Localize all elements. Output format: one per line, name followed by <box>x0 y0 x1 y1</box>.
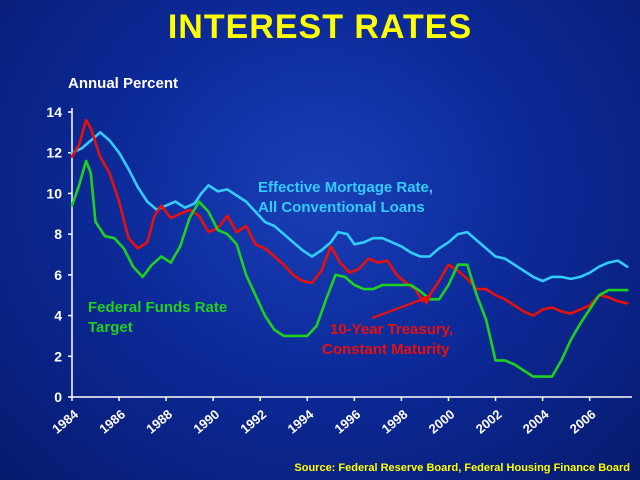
annotation-mortgage: All Conventional Loans <box>258 199 425 216</box>
x-tick-label: 1992 <box>237 407 269 437</box>
x-tick-label: 1994 <box>285 406 317 437</box>
series-line-fedfunds <box>70 159 629 378</box>
x-tick-label: 1986 <box>96 407 128 437</box>
x-tick-label: 2002 <box>473 407 505 437</box>
x-tick-label: 1984 <box>49 406 81 437</box>
y-tick-label: 6 <box>54 267 62 283</box>
x-tick-label: 1998 <box>379 407 411 437</box>
x-tick-label: 2000 <box>426 407 458 437</box>
chart-title: INTEREST RATES <box>167 8 473 46</box>
x-tick-label: 1988 <box>143 407 175 437</box>
treasury-pointer-arrow <box>371 298 423 320</box>
y-tick-label: 0 <box>54 389 62 405</box>
annotation-fedfunds: Target <box>88 319 133 336</box>
y-tick-label: 8 <box>54 226 62 242</box>
annotations: Effective Mortgage Rate, All Conventional… <box>88 179 453 358</box>
annotation-fedfunds: Federal Funds Rate <box>88 299 227 316</box>
series-lines <box>70 118 629 378</box>
y-tick-label: 2 <box>54 348 62 364</box>
series-line-treasury <box>70 118 629 317</box>
y-tick-label: 10 <box>46 185 62 201</box>
annotation-mortgage: Effective Mortgage Rate, <box>258 179 433 196</box>
y-tick-label: 4 <box>54 308 62 324</box>
y-tick-label: 12 <box>46 145 62 161</box>
treasury-arrow-head <box>420 295 432 306</box>
x-tick-label: 2006 <box>567 407 599 437</box>
x-tick-label: 1990 <box>190 407 222 437</box>
x-tick-label: 1996 <box>332 407 364 437</box>
axes: 0 2 4 6 8 10 12 14 1984 1986 1988 1990 1992 1994 1996 1… <box>46 104 632 437</box>
source-note: Source: Federal Reserve Board, Federal H… <box>294 462 630 474</box>
y-tick-label: 14 <box>46 104 62 120</box>
y-axis-label: Annual Percent <box>68 75 178 92</box>
annotation-treasury: 10-Year Treasury, <box>330 321 453 338</box>
x-tick-label: 2004 <box>520 406 552 437</box>
series-line-mortgage <box>70 131 629 283</box>
annotation-treasury: Constant Maturity <box>322 341 450 358</box>
